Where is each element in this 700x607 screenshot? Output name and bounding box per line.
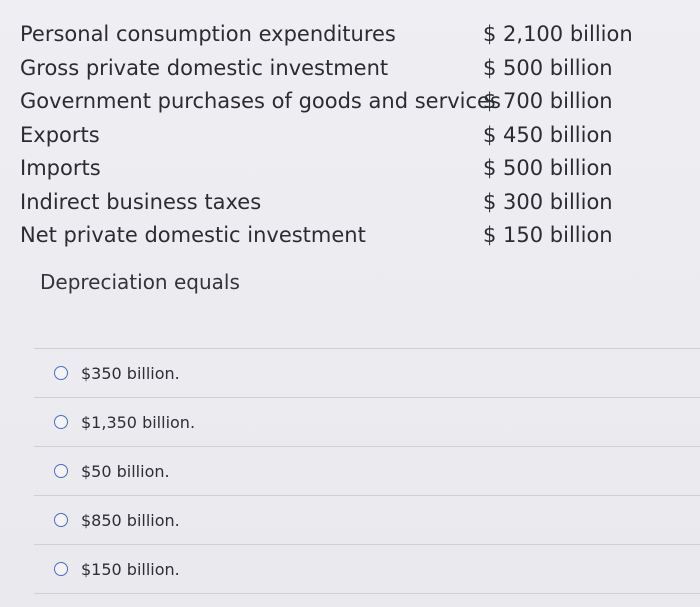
question-prompt: Depreciation equals — [40, 270, 240, 294]
row-value: $ 150 billion — [483, 223, 613, 247]
table-row: Government purchases of goods and servic… — [20, 85, 640, 119]
data-table: Personal consumption expenditures $ 2,10… — [20, 18, 640, 253]
row-label: Net private domestic investment — [20, 223, 366, 247]
divider — [34, 593, 700, 594]
row-value: $ 500 billion — [483, 156, 613, 180]
radio-button-icon[interactable] — [54, 513, 68, 527]
answer-option-2[interactable]: $1,350 billion. — [34, 397, 700, 446]
row-label: Personal consumption expenditures — [20, 22, 396, 46]
table-row: Imports $ 500 billion — [20, 152, 640, 186]
answer-option-4[interactable]: $850 billion. — [34, 495, 700, 544]
row-value: $ 300 billion — [483, 189, 613, 214]
table-row: Personal consumption expenditures $ 2,10… — [20, 18, 640, 52]
row-label: Gross private domestic investment — [20, 55, 389, 80]
radio-button-icon[interactable] — [54, 415, 68, 429]
answer-option-1[interactable]: $350 billion. — [34, 348, 700, 397]
row-label: Imports — [20, 156, 101, 180]
row-label: Indirect business taxes — [20, 189, 262, 214]
row-value: $ 500 billion — [483, 55, 613, 80]
radio-button-icon[interactable] — [54, 562, 68, 576]
row-value: $ 450 billion — [483, 122, 613, 147]
radio-button-icon[interactable] — [54, 366, 68, 380]
table-row: Gross private domestic investment $ 500 … — [20, 52, 640, 86]
row-value: $ 2,100 billion — [483, 22, 633, 46]
table-row: Exports $ 450 billion — [20, 119, 640, 153]
option-label: $50 billion. — [81, 461, 170, 481]
table-row: Indirect business taxes $ 300 billion — [20, 186, 640, 220]
answer-options: $350 billion. $1,350 billion. $50 billio… — [34, 348, 700, 594]
row-label: Exports — [20, 122, 100, 147]
option-label: $850 billion. — [81, 510, 180, 530]
option-label: $150 billion. — [81, 559, 180, 579]
row-value: $ 700 billion — [483, 89, 613, 113]
answer-option-3[interactable]: $50 billion. — [34, 446, 700, 495]
row-label: Government purchases of goods and servic… — [20, 89, 501, 113]
answer-option-5[interactable]: $150 billion. — [34, 544, 700, 593]
option-label: $1,350 billion. — [81, 412, 196, 432]
radio-button-icon[interactable] — [54, 464, 68, 478]
option-label: $350 billion. — [81, 363, 180, 383]
table-row: Net private domestic investment $ 150 bi… — [20, 219, 640, 253]
